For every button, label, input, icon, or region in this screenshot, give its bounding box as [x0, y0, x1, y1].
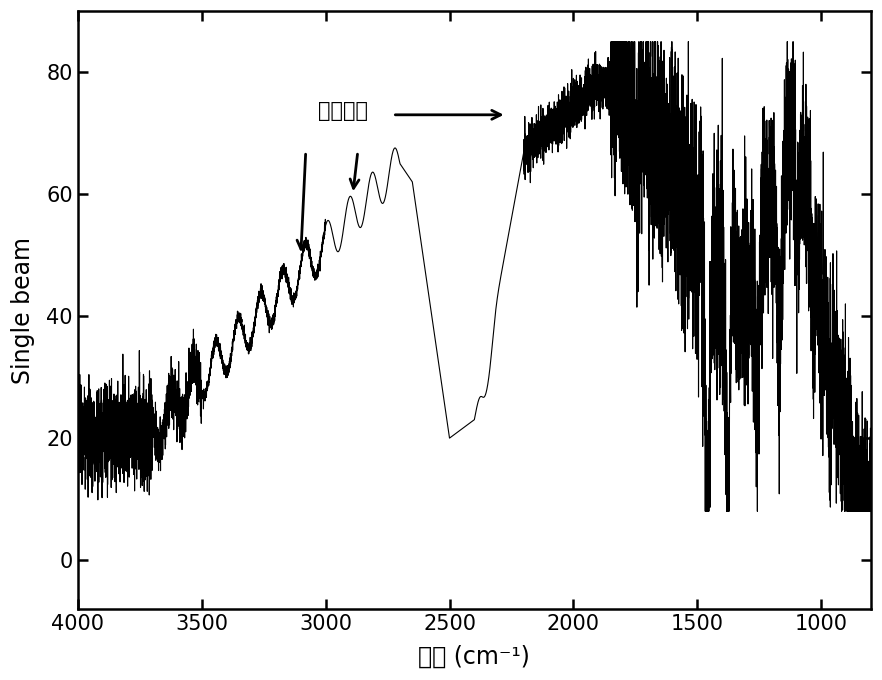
X-axis label: 波数 (cm⁻¹): 波数 (cm⁻¹) [418, 645, 530, 669]
Text: 干涉条纹: 干涉条纹 [318, 101, 368, 121]
Y-axis label: Single beam: Single beam [11, 237, 35, 384]
